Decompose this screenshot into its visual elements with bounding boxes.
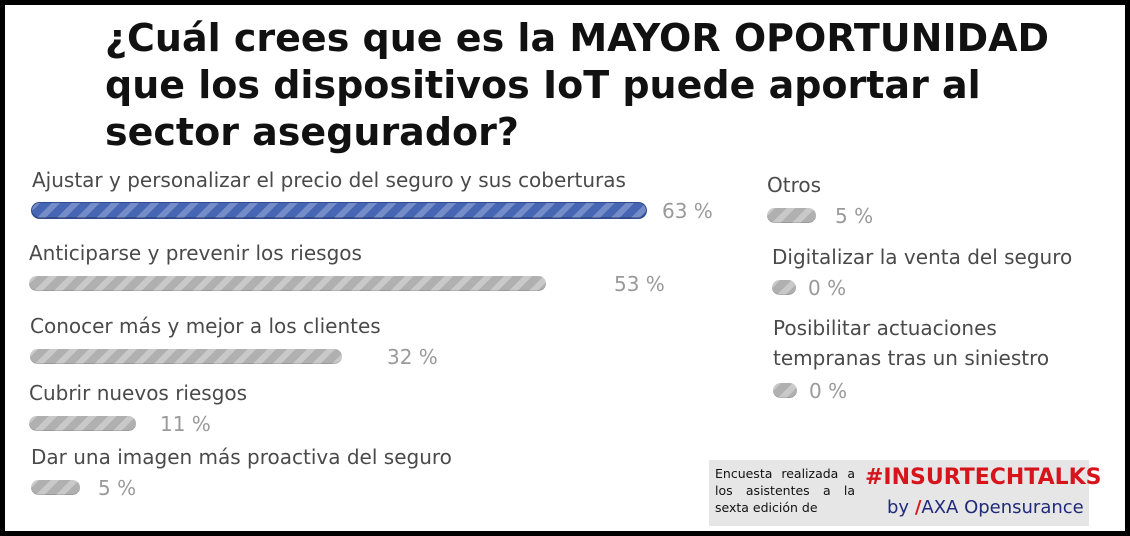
poll-percentage: 5 % <box>835 204 874 228</box>
poll-bar-row: 0 % <box>772 277 1072 299</box>
by-word: by <box>887 497 910 518</box>
poll-bar <box>772 280 796 295</box>
poll-option-label: Digitalizar la venta del seguro <box>772 245 1073 269</box>
brand-name: AXA Opensurance <box>921 497 1084 518</box>
organizer-byline: by /AXA Opensurance <box>887 496 1084 520</box>
poll-option: Cubrir nuevos riesgos 11 % <box>29 381 247 435</box>
poll-percentage: 53 % <box>614 272 665 296</box>
poll-option-label: Dar una imagen más proactiva del seguro <box>31 445 452 469</box>
poll-percentage: 0 % <box>809 379 848 403</box>
poll-bar-row: 63 % <box>32 200 713 222</box>
poll-option: Anticiparse y prevenir los riesgos 53 % <box>29 241 665 295</box>
poll-bar <box>29 416 136 431</box>
poll-option: Ajustar y personalizar el precio del seg… <box>32 168 713 222</box>
poll-option: Dar una imagen más proactiva del seguro 5… <box>31 445 452 499</box>
poll-option-label: Ajustar y personalizar el precio del seg… <box>32 168 626 192</box>
poll-option-label: Conocer más y mejor a los clientes <box>30 314 381 338</box>
poll-percentage: 5 % <box>98 476 137 500</box>
survey-credit-box: Encuesta realizada a los asistentes a la… <box>709 460 1102 526</box>
event-hashtag: #INSURTECHTALKS <box>865 465 1102 490</box>
poll-percentage: 32 % <box>387 345 438 369</box>
brand-slash: / <box>914 497 922 518</box>
poll-option: Conocer más y mejor a los clientes 32 % <box>30 314 438 368</box>
poll-bar-row: 53 % <box>29 273 665 295</box>
poll-bar-row: 32 % <box>30 346 438 368</box>
poll-option-label: Otros <box>767 173 822 197</box>
poll-bar <box>32 203 646 218</box>
poll-option: Posibilitar actuaciones tempranas tras u… <box>773 313 1103 402</box>
poll-option: Digitalizar la venta del seguro 0 % <box>772 245 1072 299</box>
poll-title: ¿Cuál crees que es la MAYOR OPORTUNIDAD … <box>105 16 1050 154</box>
poll-option-label: Posibilitar actuaciones tempranas tras u… <box>773 316 1050 370</box>
poll-bar-row: 11 % <box>29 413 247 435</box>
poll-option-label: Cubrir nuevos riesgos <box>29 381 248 405</box>
poll-option: Otros 5 % <box>767 173 873 227</box>
poll-option-label: Anticiparse y prevenir los riesgos <box>29 241 362 265</box>
poll-bar-row: 5 % <box>31 477 452 499</box>
poll-bar <box>773 383 797 398</box>
survey-credit-text: Encuesta realizada a los asistentes a la… <box>715 466 855 515</box>
poll-percentage: 11 % <box>160 412 211 436</box>
poll-percentage: 63 % <box>662 199 713 223</box>
poll-bar <box>29 276 546 291</box>
poll-bar <box>31 480 80 495</box>
poll-bar-row: 5 % <box>767 205 873 227</box>
poll-bar <box>30 349 342 364</box>
poll-bar <box>767 208 816 223</box>
poll-bar-row: 0 % <box>773 380 1103 402</box>
poll-percentage: 0 % <box>808 276 847 300</box>
